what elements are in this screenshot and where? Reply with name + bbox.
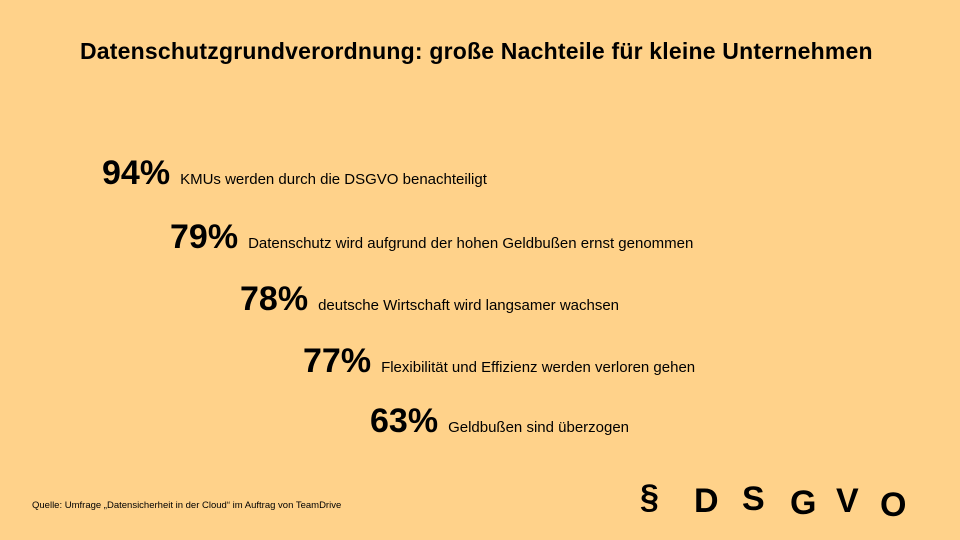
stat-description: Geldbußen sind überzogen: [448, 419, 630, 436]
stat-percent: 77%: [303, 342, 372, 380]
stat-row-1: 94% KMUs werden durch die DSGVO benachte…: [102, 154, 487, 193]
stat-percent: 79%: [170, 218, 239, 256]
stat-description: KMUs werden durch die DSGVO benachteilig…: [180, 171, 487, 188]
logo-letter-s: S: [742, 480, 765, 518]
stat-row-4: 77% Flexibilität und Effizienz werden ve…: [303, 342, 695, 381]
stat-row-5: 63% Geldbußen sind überzogen: [370, 402, 629, 441]
stat-row-2: 79% Datenschutz wird aufgrund der hohen …: [170, 218, 693, 257]
stat-percent: 78%: [240, 280, 309, 318]
logo-letter-g: G: [790, 484, 817, 522]
logo-letter-d: D: [694, 482, 719, 520]
stat-description: deutsche Wirtschaft wird langsamer wachs…: [318, 297, 620, 314]
stat-percent: 94%: [102, 154, 171, 192]
stat-percent: 63%: [370, 402, 439, 440]
stat-description: Flexibilität und Effizienz werden verlor…: [381, 359, 696, 376]
stat-description: Datenschutz wird aufgrund der hohen Geld…: [248, 235, 694, 252]
logo-letter-v: V: [836, 482, 859, 520]
dsgvo-logo: § D S G V O: [638, 478, 918, 528]
slide-title: Datenschutzgrundverordnung: große Nachte…: [80, 38, 873, 64]
logo-letter-o: O: [880, 486, 907, 524]
paragraph-sign: §: [640, 478, 659, 516]
source-note: Quelle: Umfrage „Datensicherheit in der …: [32, 500, 342, 511]
stat-row-3: 78% deutsche Wirtschaft wird langsamer w…: [240, 280, 619, 319]
